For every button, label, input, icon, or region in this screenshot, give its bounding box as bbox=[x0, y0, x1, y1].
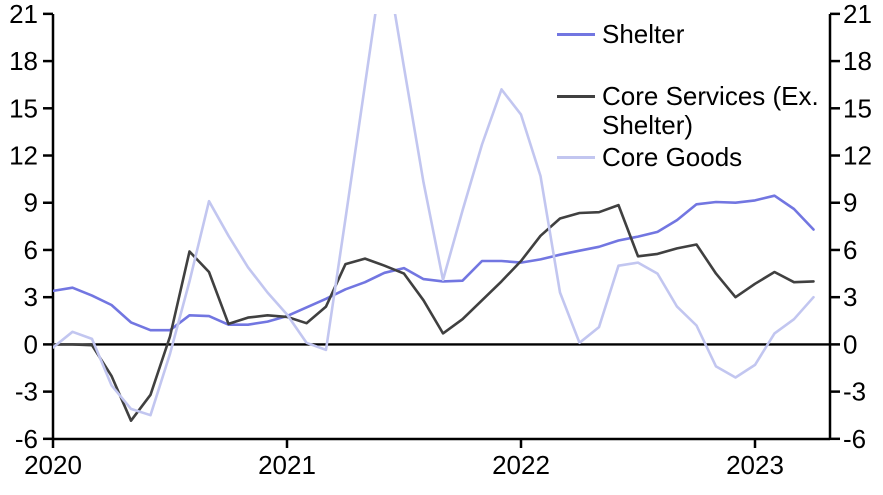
series-group bbox=[53, 14, 815, 423]
y-axis-tick-label-right: 21 bbox=[843, 0, 872, 29]
core-services-line-swatch bbox=[557, 95, 595, 98]
y-axis-tick-label-left: 9 bbox=[24, 188, 38, 218]
legend-item-core-services: Core Services (Ex. Shelter) bbox=[557, 82, 834, 140]
y-axis-tick-label-right: 18 bbox=[843, 46, 872, 76]
x-axis-tick-label: 2020 bbox=[24, 450, 82, 480]
y-axis-tick-label-left: 3 bbox=[24, 282, 38, 312]
y-axis-tick-label-left: 12 bbox=[9, 141, 38, 171]
x-axis-tick-label: 2021 bbox=[258, 450, 316, 480]
y-axis-tick-label-left: 21 bbox=[9, 0, 38, 29]
legend-item-shelter: Shelter bbox=[557, 20, 684, 49]
shelter-line-swatch bbox=[557, 33, 595, 36]
legend-label-shelter: Shelter bbox=[602, 19, 685, 49]
y-axis-tick-label-right: -6 bbox=[843, 424, 866, 454]
y-axis-tick-label-right: 0 bbox=[843, 329, 857, 359]
y-axis-tick-label-left: 15 bbox=[9, 93, 38, 123]
y-axis-tick-label-left: -3 bbox=[15, 377, 38, 407]
y-axis-tick-label-right: -3 bbox=[843, 377, 866, 407]
legend-label-core-goods: Core Goods bbox=[602, 142, 743, 172]
series-line-core-services-ex-shelter bbox=[53, 203, 815, 423]
y-axis-tick-label-left: 0 bbox=[24, 329, 38, 359]
core-goods-line-swatch bbox=[557, 156, 595, 159]
y-axis-tick-label-right: 6 bbox=[843, 235, 857, 265]
series-line-shelter bbox=[53, 194, 815, 332]
series-line-core-goods bbox=[53, 14, 815, 417]
y-axis-tick-label-left: 6 bbox=[24, 235, 38, 265]
y-axis-tick-label-left: 18 bbox=[9, 46, 38, 76]
y-axis-tick-label-right: 9 bbox=[843, 188, 857, 218]
x-axis-tick-label: 2023 bbox=[726, 450, 784, 480]
legend-item-core-goods: Core Goods bbox=[557, 143, 742, 172]
legend-label-core-services: Core Services (Ex. Shelter) bbox=[602, 81, 819, 140]
x-axis-tick-label: 2022 bbox=[492, 450, 550, 480]
y-axis-tick-label-left: -6 bbox=[15, 424, 38, 454]
y-axis-tick-label-right: 3 bbox=[843, 282, 857, 312]
y-axis-tick-label-right: 15 bbox=[843, 93, 872, 123]
y-axis-tick-label-right: 12 bbox=[843, 141, 872, 171]
